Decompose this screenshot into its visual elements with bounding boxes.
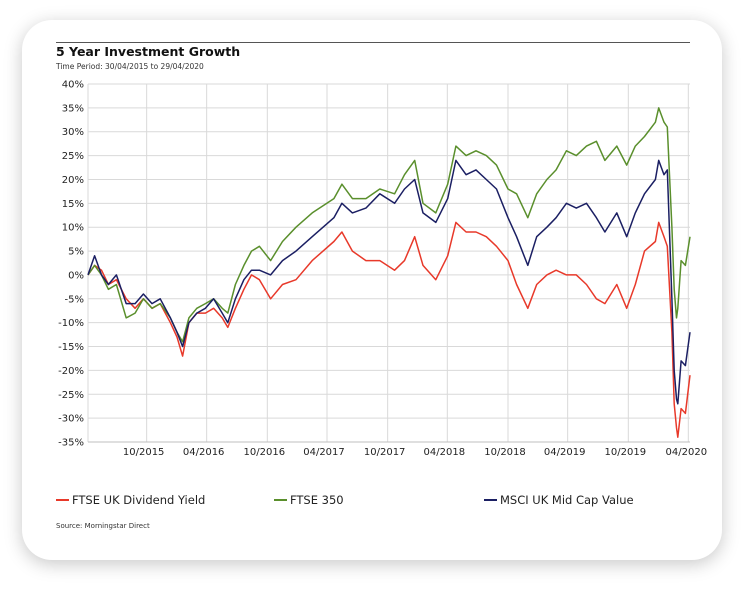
series-line-ftse-350 [87,107,691,343]
x-tick-label: 04/2019 [544,447,586,458]
legend-item-ftse-uk-dividend-yield: FTSE UK Dividend Yield [56,493,205,507]
y-tick-label: -25% [58,390,84,401]
legend-label: FTSE 350 [290,493,344,507]
y-tick-label: 40% [62,80,84,91]
x-axis-ticks: 10/2015 04/2016 10/2016 04/2017 10/2017 04/20… [123,447,707,458]
y-tick-label: 30% [62,127,84,138]
y-tick-label: -15% [58,342,84,353]
y-tick-label: -30% [58,414,84,425]
y-tick-label: -5% [65,294,84,305]
title-rule [56,42,690,43]
x-tick-label: 10/2019 [605,447,647,458]
grid [87,83,690,443]
x-tick-label: 04/2018 [424,447,466,458]
series-line-ftse-uk-dividend-yield [87,221,691,438]
y-tick-label: -10% [58,318,84,329]
legend-item-msci-uk-mid-cap-value: MSCI UK Mid Cap Value [484,493,634,507]
chart-subtitle: Time Period: 30/04/2015 to 29/04/2020 [56,62,204,71]
series-lines [87,107,691,438]
x-tick-label: 10/2018 [484,447,526,458]
y-tick-label: 0% [68,270,84,281]
y-tick-label: 15% [62,199,84,210]
chart-title: 5 Year Investment Growth [56,44,241,59]
y-tick-label: -35% [58,438,84,449]
chart-card: 5 Year Investment Growth Time Period: 30… [22,20,722,560]
y-tick-label: 10% [62,223,84,234]
y-tick-label: 35% [62,103,84,114]
legend-label: FTSE UK Dividend Yield [72,493,206,507]
x-tick-label: 04/2020 [666,447,708,458]
legend-item-ftse-350: FTSE 350 [274,493,344,507]
legend-swatch [274,499,287,501]
line-chart: 40% 35% 30% 25% 20% 15% 10% 5% 0% -5% -10% -15% -20%… [58,80,707,459]
y-tick-label: 5% [68,247,84,258]
legend-label: MSCI UK Mid Cap Value [500,493,634,507]
x-tick-label: 04/2017 [303,447,345,458]
y-tick-label: 20% [62,175,84,186]
y-tick-label: -20% [58,366,84,377]
y-axis-ticks: 40% 35% 30% 25% 20% 15% 10% 5% 0% -5% -10% -15% -20%… [58,80,84,449]
legend-swatch [56,499,69,501]
y-tick-label: 25% [62,151,84,162]
x-tick-label: 04/2016 [183,447,225,458]
legend-swatch [484,499,497,501]
x-tick-label: 10/2015 [123,447,165,458]
x-tick-label: 10/2017 [364,447,406,458]
x-tick-label: 10/2016 [244,447,286,458]
source-note: Source: Morningstar Direct [56,522,150,530]
series-line-msci-uk-mid-cap-value [87,159,691,405]
